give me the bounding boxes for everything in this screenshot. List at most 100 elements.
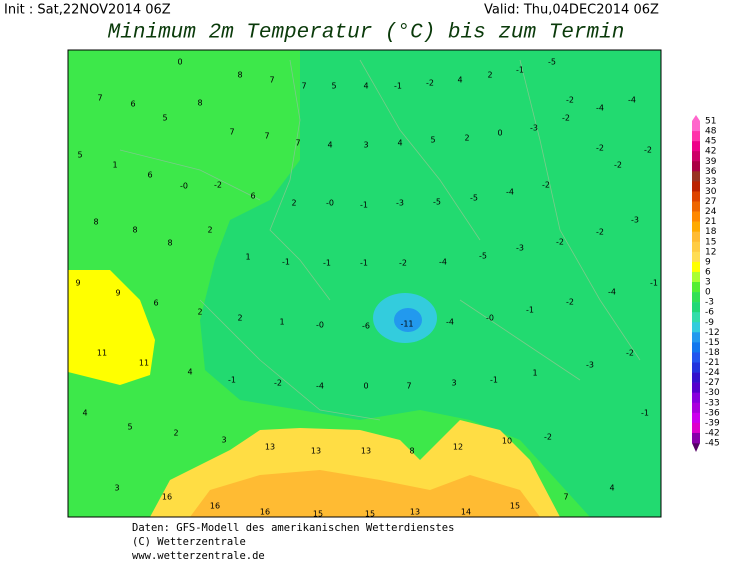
- map-value-label: 15: [510, 502, 520, 511]
- legend-label: -42: [705, 428, 720, 438]
- map-value-label: -5: [479, 252, 487, 261]
- legend-swatch: [692, 201, 700, 212]
- map-value-label: 3: [363, 141, 368, 150]
- map-value-label: 4: [609, 484, 614, 493]
- map-value-label: -1: [516, 66, 524, 75]
- legend-label: 24: [705, 207, 717, 217]
- map-value-label: 4: [82, 409, 87, 418]
- map-value-label: -2: [544, 433, 552, 442]
- map-value-label: 4: [187, 368, 192, 377]
- map-value-label: 11: [97, 349, 107, 358]
- legend-label: -18: [705, 348, 720, 358]
- map-value-label: 7: [97, 94, 102, 103]
- legend-swatch: [692, 422, 700, 434]
- map-value-label: -1: [641, 409, 649, 418]
- map-value-label: -0: [326, 199, 334, 208]
- legend-label: -6: [705, 308, 714, 318]
- map-value-label: 2: [207, 226, 212, 235]
- map-value-label: 7: [563, 493, 568, 502]
- warm-region: [68, 270, 155, 385]
- legend-label: 12: [705, 247, 716, 257]
- legend-label: 27: [705, 197, 716, 207]
- map-value-label: -0: [180, 182, 188, 191]
- legend-swatch: [692, 251, 700, 263]
- border-lines: [119, 59, 641, 421]
- map-value-label: -1: [323, 259, 331, 268]
- legend-label: -12: [705, 328, 720, 338]
- map-value-label: -2: [399, 259, 407, 268]
- map-value-label: -2: [566, 298, 574, 307]
- map-value-label: 0: [497, 129, 502, 138]
- map-value-label: -4: [608, 288, 616, 297]
- map-value-label: -3: [396, 199, 404, 208]
- legend-label: 15: [705, 237, 716, 247]
- map-value-label: -4: [506, 188, 514, 197]
- legend-label: 45: [705, 137, 716, 147]
- legend-swatch: [692, 141, 700, 152]
- map-value-label: 5: [127, 423, 132, 432]
- legend-swatch: [692, 312, 700, 323]
- map-value-label: -11: [400, 320, 413, 329]
- map-value-label: 7: [406, 382, 411, 391]
- map-value-label: 1: [112, 161, 117, 170]
- legend-label: -33: [705, 398, 720, 408]
- legend-swatch: [692, 412, 700, 424]
- map-value-label: 5: [331, 82, 336, 91]
- map-value-label: 2: [464, 134, 469, 143]
- legend-label: -3: [705, 298, 714, 308]
- map-value-label: -0: [486, 314, 494, 323]
- map-value-label: 8: [167, 239, 172, 248]
- legend-label: 51: [705, 117, 716, 127]
- map-value-label: -1: [360, 201, 368, 210]
- legend-label: 48: [705, 127, 717, 137]
- map-value-label: -2: [596, 228, 604, 237]
- map-value-label: 11: [139, 359, 149, 368]
- legend-arrow: [692, 443, 700, 452]
- map-value-label: -1: [282, 258, 290, 267]
- map-value-label: -2: [426, 79, 434, 88]
- map-value-label: -2: [542, 181, 550, 190]
- cold-spot: [394, 308, 422, 332]
- map-value-label: 8: [237, 71, 242, 80]
- init-label: Init : Sat,22NOV2014 06Z: [4, 3, 171, 18]
- legend-label: 36: [705, 167, 717, 177]
- map-value-label: -5: [548, 58, 556, 67]
- map-value-label: -3: [631, 216, 639, 225]
- map-value-label: 16: [162, 493, 172, 502]
- map-value-label: 13: [311, 447, 321, 456]
- map-value-label: -2: [596, 144, 604, 153]
- map-value-label: 15: [365, 510, 375, 519]
- map-value-label: 13: [410, 508, 420, 517]
- map-value-label: 0: [363, 382, 368, 391]
- map-value-label: -4: [446, 318, 454, 327]
- map-value-label: -1: [394, 82, 402, 91]
- map-value-label: 6: [250, 192, 255, 201]
- map-value-label: -5: [433, 198, 441, 207]
- map-value-label: 16: [260, 508, 270, 517]
- map-value-label: 4: [327, 141, 332, 150]
- legend-swatch: [692, 402, 700, 414]
- map-value-label: 2: [197, 308, 202, 317]
- map-value-label: -1: [650, 279, 658, 288]
- map-value-label: 6: [130, 100, 135, 109]
- legend-swatch: [692, 382, 700, 393]
- map: [67, 49, 662, 518]
- legend-swatch: [692, 241, 700, 253]
- map-value-label: 5: [430, 136, 435, 145]
- legend-swatch: [692, 362, 700, 373]
- legend-label: 18: [705, 227, 717, 237]
- map-value-label: 8: [93, 218, 98, 227]
- map-value-label: 4: [397, 139, 402, 148]
- legend-label: 6: [705, 267, 711, 277]
- legend-swatch: [692, 352, 700, 363]
- map-value-label: 7: [295, 139, 300, 148]
- legend-label: -36: [705, 408, 720, 418]
- map-value-label: 2: [173, 429, 178, 438]
- map-value-label: 13: [361, 447, 371, 456]
- map-value-label: 9: [115, 289, 120, 298]
- legend-label: -30: [705, 388, 720, 398]
- map-value-label: 7: [301, 82, 306, 91]
- legend-swatch: [692, 372, 700, 383]
- map-value-label: -0: [316, 321, 324, 330]
